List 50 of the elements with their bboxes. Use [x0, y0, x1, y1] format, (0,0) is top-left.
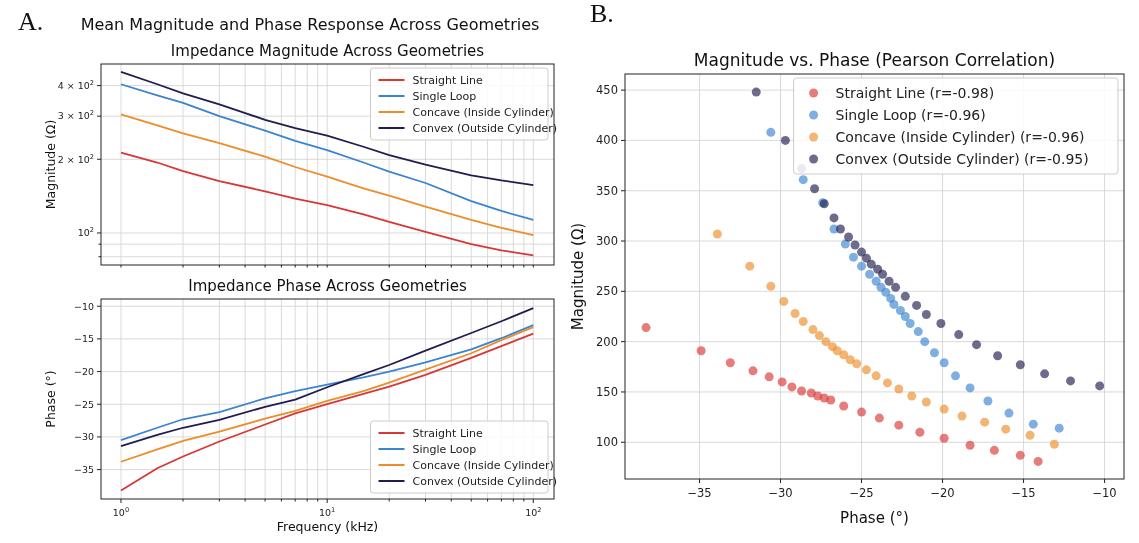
- x-tick-label: −30: [768, 486, 793, 501]
- legend-label: Single Loop: [412, 442, 477, 456]
- legend-label: Straight Line (r=-0.98): [835, 84, 995, 101]
- legend-label: Concave (Inside Cylinder): [412, 105, 554, 119]
- y-tick-label: 250: [596, 284, 618, 299]
- x-tick-label: −20: [930, 486, 955, 501]
- y-tick-label: 400: [596, 133, 618, 148]
- x-tick-label: −10: [1092, 486, 1117, 501]
- y-axis-title: Magnitude (Ω): [43, 119, 58, 210]
- y-tick-label: 200: [596, 334, 618, 349]
- legend-label: Single Loop: [412, 89, 477, 103]
- y-tick-label: −35: [73, 463, 94, 475]
- y-tick-label: 10$^{2}$: [77, 226, 94, 239]
- y-tick-label: −25: [73, 398, 94, 410]
- x-tick-label: −35: [687, 486, 712, 501]
- x-tick-label: 10$^{2}$: [525, 505, 542, 518]
- y-tick-label: 3 × 10$^{2}$: [57, 109, 94, 122]
- legend-label: Concave (Inside Cylinder): [412, 458, 554, 472]
- x-axis-title: Phase (°): [840, 509, 909, 527]
- legend-label: Straight Line: [412, 73, 484, 87]
- y-axis-title: Phase (°): [43, 370, 58, 428]
- legend-label: Convex (Outside Cylinder): [412, 121, 558, 135]
- legend-label: Straight Line: [412, 426, 484, 440]
- y-tick-label: −15: [73, 333, 94, 345]
- legend-label: Convex (Outside Cylinder): [412, 474, 558, 488]
- y-tick-label: 350: [596, 183, 618, 198]
- text: Mean Magnitude and Phase Response Across Geometries: [80, 15, 540, 34]
- y-axis-title: Magnitude (Ω): [569, 222, 587, 331]
- text: B.: [590, 0, 614, 28]
- x-tick-label: −25: [849, 486, 874, 501]
- chart-title: Impedance Phase Across Geometries: [188, 277, 467, 295]
- y-tick-label: −10: [73, 300, 94, 312]
- y-tick-label: 100: [596, 435, 618, 450]
- y-tick-label: 450: [596, 83, 618, 98]
- legend-label: Convex (Outside Cylinder) (r=-0.95): [835, 150, 1089, 167]
- y-tick-label: 2 × 10$^{2}$: [57, 152, 94, 165]
- text: A.: [18, 7, 44, 36]
- x-axis-title: Frequency (kHz): [276, 519, 379, 534]
- x-tick-label: 10$^{0}$: [112, 505, 130, 518]
- x-tick-label: 10$^{1}$: [318, 505, 336, 518]
- chart-title: Magnitude vs. Phase (Pearson Correlation): [693, 50, 1056, 70]
- x-tick-label: −15: [1011, 486, 1036, 501]
- y-tick-label: 150: [596, 384, 618, 399]
- y-tick-label: 300: [596, 234, 618, 249]
- y-tick-label: 4 × 10$^{2}$: [57, 78, 94, 91]
- y-tick-label: −20: [73, 365, 94, 377]
- chart-title: Impedance Magnitude Across Geometries: [170, 42, 485, 60]
- legend-label: Single Loop (r=-0.96): [835, 106, 986, 123]
- y-tick-label: −30: [73, 431, 94, 443]
- legend-label: Concave (Inside Cylinder) (r=-0.96): [835, 128, 1085, 145]
